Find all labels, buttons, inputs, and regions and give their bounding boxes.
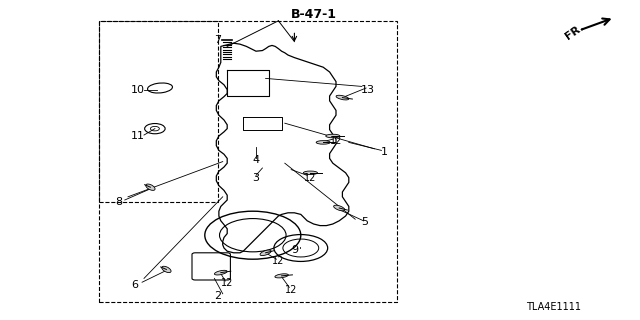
Text: 12: 12 bbox=[285, 284, 298, 295]
Bar bbox=[99, 21, 218, 202]
Text: 3: 3 bbox=[253, 172, 259, 183]
Ellipse shape bbox=[303, 171, 317, 174]
Text: 1: 1 bbox=[381, 147, 387, 157]
Ellipse shape bbox=[214, 270, 227, 275]
Text: 2: 2 bbox=[214, 291, 221, 301]
Ellipse shape bbox=[336, 95, 349, 100]
Ellipse shape bbox=[316, 140, 330, 144]
Ellipse shape bbox=[260, 250, 271, 256]
Text: 9: 9 bbox=[291, 244, 298, 255]
Text: 11: 11 bbox=[131, 131, 145, 141]
Text: 12: 12 bbox=[304, 172, 317, 183]
Ellipse shape bbox=[162, 266, 171, 273]
Bar bbox=[99, 21, 397, 302]
Text: 13: 13 bbox=[361, 84, 375, 95]
Ellipse shape bbox=[326, 134, 340, 138]
Text: TLA4E1111: TLA4E1111 bbox=[526, 302, 581, 312]
Text: B-47-1: B-47-1 bbox=[291, 8, 337, 21]
Text: 4: 4 bbox=[252, 155, 260, 165]
Text: FR.: FR. bbox=[563, 22, 586, 42]
Ellipse shape bbox=[146, 184, 155, 190]
Text: 6: 6 bbox=[131, 280, 138, 290]
Text: 12: 12 bbox=[272, 256, 285, 266]
Text: 10: 10 bbox=[131, 84, 145, 95]
Ellipse shape bbox=[275, 274, 289, 278]
Ellipse shape bbox=[333, 205, 345, 211]
Text: 5: 5 bbox=[362, 217, 368, 228]
Text: 12: 12 bbox=[330, 136, 342, 146]
Text: 7: 7 bbox=[214, 35, 221, 45]
Text: 12: 12 bbox=[221, 278, 234, 288]
Text: 8: 8 bbox=[115, 196, 122, 207]
